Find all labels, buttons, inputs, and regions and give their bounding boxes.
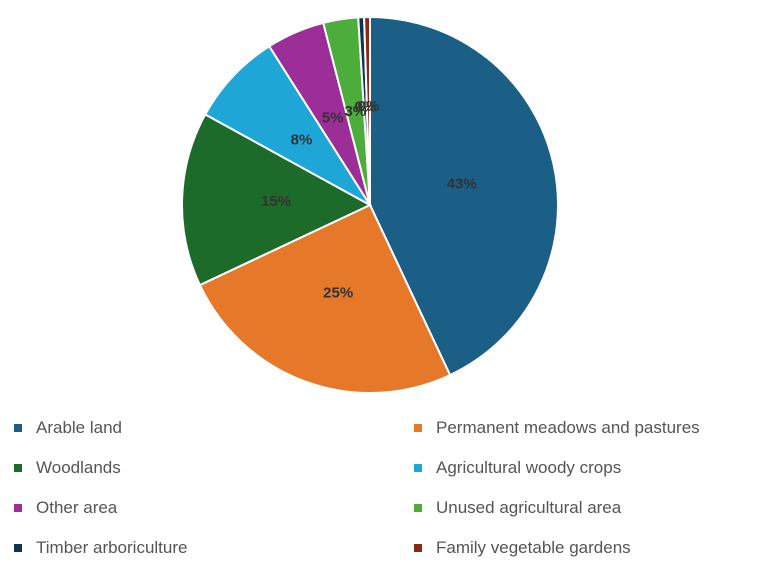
data-label-timber-arboriculture: 0% <box>355 98 377 115</box>
legend-item-family-vegetable-gardens: Family vegetable gardens <box>414 538 631 558</box>
legend-label: Other area <box>36 498 118 517</box>
data-label-unused-agricultural-area: 3% <box>344 103 366 120</box>
legend-label: Arable land <box>36 418 123 437</box>
legend-label: Permanent meadows and pastures <box>436 418 700 437</box>
pie-slice-family-vegetable-gardens <box>363 15 371 206</box>
legend-label: Family vegetable gardens <box>436 538 631 557</box>
legend-item-agricultural-woody-crops: Agricultural woody crops <box>414 458 621 478</box>
legend-item-arable-land: Arable land <box>14 418 122 438</box>
legend-item-woodlands: Woodlands <box>14 458 121 478</box>
legend-swatch <box>414 464 422 472</box>
pie-slice-woodlands <box>181 113 373 287</box>
legend-item-unused-agricultural-area: Unused agricultural area <box>414 498 621 518</box>
data-label-permanent-meadows-and-pastures: 25% <box>323 284 353 301</box>
legend-item-permanent-meadows-and-pastures: Permanent meadows and pastures <box>414 418 700 438</box>
data-label-other-area: 5% <box>322 110 344 127</box>
legend-swatch <box>14 424 22 432</box>
legend-label: Woodlands <box>36 458 121 477</box>
legend-item-timber-arboriculture: Timber arboriculture <box>14 538 187 558</box>
data-label-family-vegetable-gardens: 0% <box>358 98 380 115</box>
legend-swatch <box>414 424 422 432</box>
pie-slice-arable-land <box>369 15 559 377</box>
legend-swatch <box>14 544 22 552</box>
legend-swatch <box>14 464 22 472</box>
data-label-arable-land: 43% <box>447 175 477 192</box>
legend-item-other-area: Other area <box>14 498 117 518</box>
legend-swatch <box>14 504 22 512</box>
legend-swatch <box>414 504 422 512</box>
legend-label: Unused agricultural area <box>436 498 622 517</box>
data-label-woodlands: 15% <box>261 193 291 210</box>
legend-label: Agricultural woody crops <box>436 458 622 477</box>
legend-swatch <box>414 544 422 552</box>
pie-svg: 43%25%15%8%5% 3%0%0% <box>181 15 559 394</box>
legend-label: Timber arboriculture <box>36 538 188 557</box>
data-label-agricultural-woody-crops: 8% <box>291 132 313 149</box>
pie-slice-agricultural-woody-crops <box>203 44 371 206</box>
pie-slice-permanent-meadows-and-pastures <box>198 203 452 394</box>
